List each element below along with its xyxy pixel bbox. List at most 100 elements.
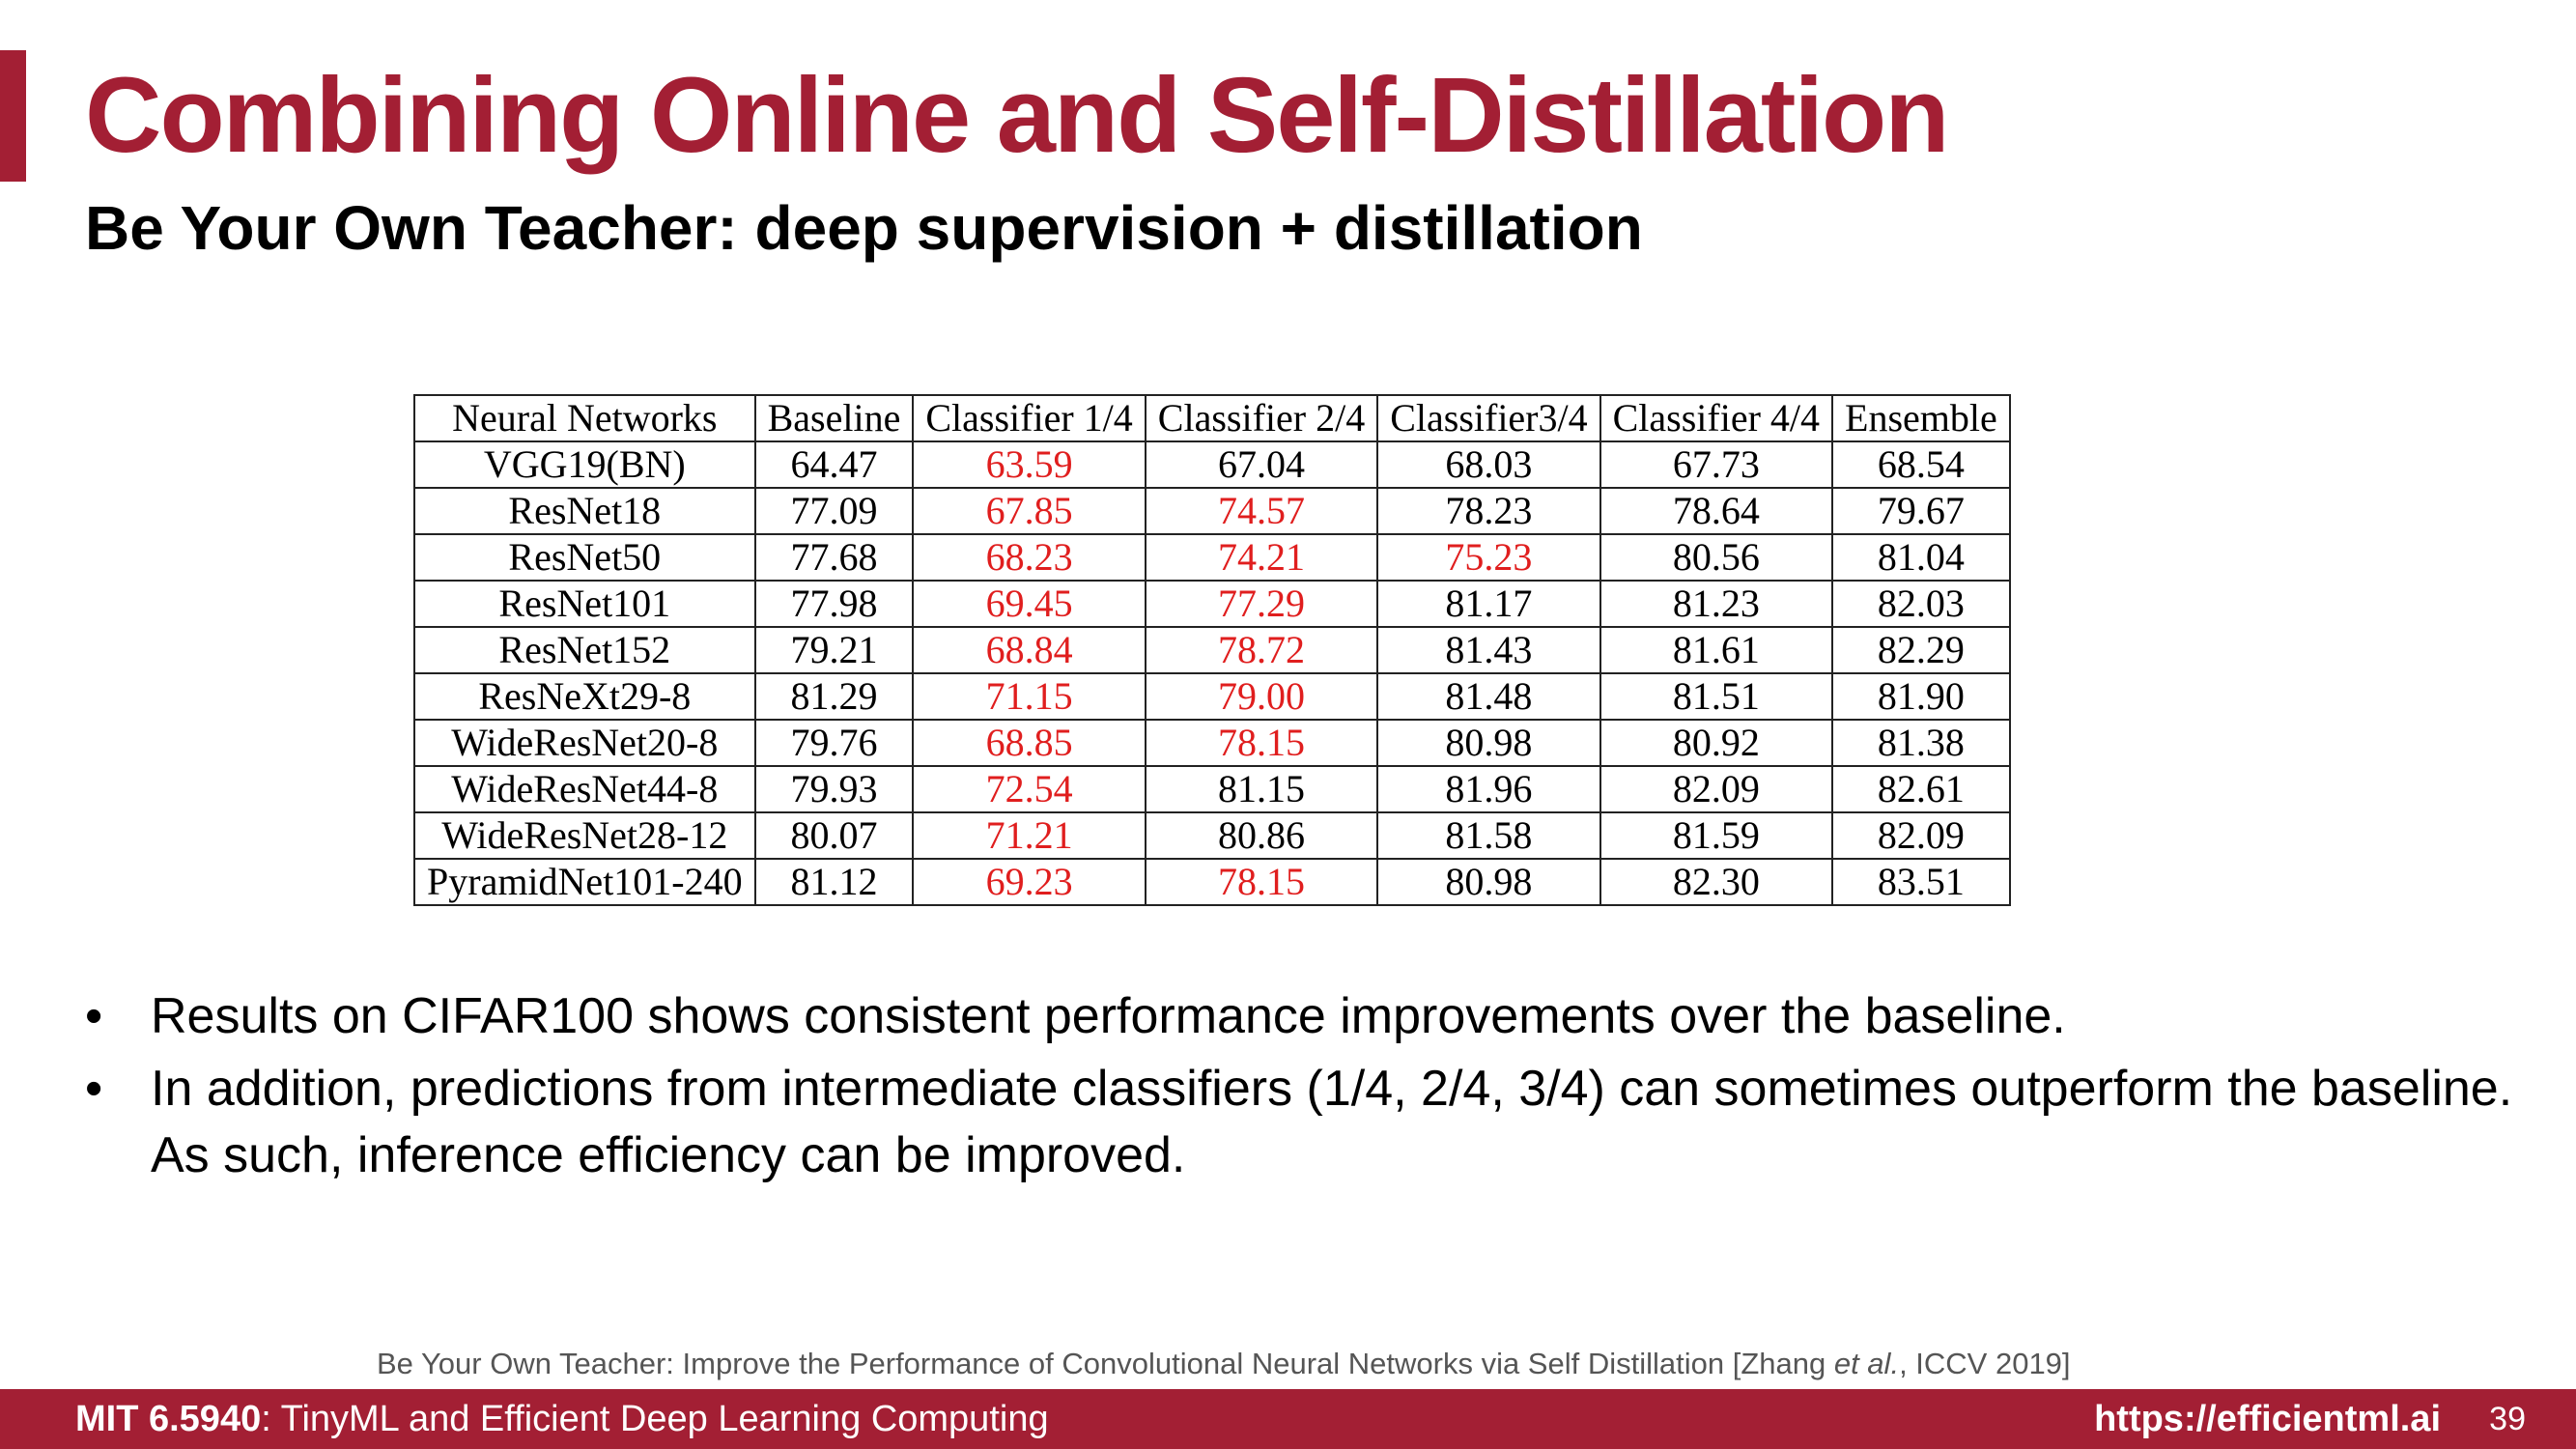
table-cell: 68.03 — [1376, 440, 1601, 489]
table-cell: 67.04 — [1144, 440, 1379, 489]
table-cell: 82.30 — [1599, 858, 1834, 906]
table-row: VGG19(BN) 64.47 63.59 67.04 68.03 67.73 … — [413, 440, 2011, 489]
table-cell: 78.64 — [1599, 487, 1834, 535]
table-cell: 77.09 — [753, 487, 915, 535]
citation: Be Your Own Teacher: Improve the Perform… — [377, 1347, 2071, 1381]
table-cell-highlighted: 71.15 — [912, 672, 1146, 721]
table-cell: 79.76 — [753, 719, 915, 767]
table-row: WideResNet28-12 80.07 71.21 80.86 81.58 … — [413, 811, 2011, 860]
table-cell-highlighted: 68.84 — [912, 626, 1146, 674]
bullet-dot-icon: • — [85, 988, 103, 1044]
table-cell: 81.51 — [1599, 672, 1834, 721]
table-cell-network: WideResNet20-8 — [413, 719, 756, 767]
table-cell: 81.43 — [1376, 626, 1601, 674]
table-cell-highlighted: 74.21 — [1144, 533, 1379, 582]
table-cell-highlighted: 75.23 — [1376, 533, 1601, 582]
results-table: Neural Networks Baseline Classifier 1/4 … — [413, 394, 2011, 906]
table-cell: 81.48 — [1376, 672, 1601, 721]
course-code: MIT 6.5940 — [75, 1399, 262, 1439]
table-row: WideResNet44-8 79.93 72.54 81.15 81.96 8… — [413, 765, 2011, 813]
table-cell-highlighted: 78.15 — [1144, 858, 1379, 906]
header-classifier-2-4: Classifier 2/4 — [1144, 394, 1379, 442]
table-cell-network: ResNet50 — [413, 533, 756, 582]
table-cell-highlighted: 78.72 — [1144, 626, 1379, 674]
table-row: PyramidNet101-240 81.12 69.23 78.15 80.9… — [413, 858, 2011, 906]
table-cell: 83.51 — [1831, 858, 2011, 906]
table-cell: 81.59 — [1599, 811, 1834, 860]
course-title: : TinyML and Efficient Deep Learning Com… — [261, 1399, 1049, 1439]
table-cell: 79.67 — [1831, 487, 2011, 535]
table-cell: 77.98 — [753, 580, 915, 628]
table-cell: 81.15 — [1144, 765, 1379, 813]
table-cell-network: ResNet101 — [413, 580, 756, 628]
table-row: ResNet18 77.09 67.85 74.57 78.23 78.64 7… — [413, 487, 2011, 535]
table-cell-highlighted: 67.85 — [912, 487, 1146, 535]
table-cell-highlighted: 77.29 — [1144, 580, 1379, 628]
table-cell: 81.96 — [1376, 765, 1601, 813]
table-cell-network: ResNet18 — [413, 487, 756, 535]
table-cell: 80.07 — [753, 811, 915, 860]
header-classifier-1-4: Classifier 1/4 — [912, 394, 1146, 442]
bullet-item: • In addition, predictions from intermed… — [85, 1056, 2519, 1189]
footer-course: MIT 6.5940: TinyML and Efficient Deep Le… — [75, 1399, 1049, 1440]
table-cell: 82.29 — [1831, 626, 2011, 674]
table-cell: 81.04 — [1831, 533, 2011, 582]
header-classifier-4-4: Classifier 4/4 — [1599, 394, 1834, 442]
table-cell-highlighted: 74.57 — [1144, 487, 1379, 535]
table-cell: 82.09 — [1599, 765, 1834, 813]
table-cell: 80.98 — [1376, 858, 1601, 906]
table-cell: 81.29 — [753, 672, 915, 721]
table-cell: 81.38 — [1831, 719, 2011, 767]
header-classifier-3-4: Classifier3/4 — [1376, 394, 1601, 442]
bullet-text: Results on CIFAR100 shows consistent per… — [151, 988, 2066, 1044]
table-cell: 81.12 — [753, 858, 915, 906]
table-cell: 78.23 — [1376, 487, 1601, 535]
table-row: WideResNet20-8 79.76 68.85 78.15 80.98 8… — [413, 719, 2011, 767]
table-cell: 81.90 — [1831, 672, 2011, 721]
page-number: 39 — [2489, 1401, 2526, 1437]
table-cell: 80.56 — [1599, 533, 1834, 582]
table-cell: 82.61 — [1831, 765, 2011, 813]
table-cell-network: WideResNet28-12 — [413, 811, 756, 860]
slide-title: Combining Online and Self-Distillation — [85, 56, 1949, 175]
bullet-text: In addition, predictions from intermedia… — [151, 1061, 2513, 1183]
table-cell-highlighted: 69.45 — [912, 580, 1146, 628]
table-row: ResNet50 77.68 68.23 74.21 75.23 80.56 8… — [413, 533, 2011, 582]
table-cell: 80.98 — [1376, 719, 1601, 767]
title-accent-bar — [0, 50, 26, 182]
table-row: ResNet152 79.21 68.84 78.72 81.43 81.61 … — [413, 626, 2011, 674]
table-cell: 80.92 — [1599, 719, 1834, 767]
bullet-list: • Results on CIFAR100 shows consistent p… — [85, 983, 2519, 1195]
table-cell-network: VGG19(BN) — [413, 440, 756, 489]
table-cell-highlighted: 63.59 — [912, 440, 1146, 489]
table-cell: 80.86 — [1144, 811, 1379, 860]
citation-text: Be Your Own Teacher: Improve the Perform… — [377, 1347, 1834, 1380]
table-cell: 64.47 — [753, 440, 915, 489]
bullet-dot-icon: • — [85, 1061, 103, 1117]
table-cell-network: ResNet152 — [413, 626, 756, 674]
header-neural-networks: Neural Networks — [413, 394, 756, 442]
table-cell-highlighted: 69.23 — [912, 858, 1146, 906]
table-cell-highlighted: 71.21 — [912, 811, 1146, 860]
table-cell: 68.54 — [1831, 440, 2011, 489]
bullet-item: • Results on CIFAR100 shows consistent p… — [85, 983, 2519, 1050]
header-ensemble: Ensemble — [1831, 394, 2011, 442]
citation-venue: , ICCV 2019] — [1899, 1347, 2071, 1380]
table-cell: 79.93 — [753, 765, 915, 813]
citation-et-al: et al. — [1833, 1347, 1900, 1380]
table-cell: 81.58 — [1376, 811, 1601, 860]
table-header-row: Neural Networks Baseline Classifier 1/4 … — [413, 394, 2011, 442]
table-cell-network: PyramidNet101-240 — [413, 858, 756, 906]
table-cell: 67.73 — [1599, 440, 1834, 489]
table-cell-network: ResNeXt29-8 — [413, 672, 756, 721]
table-cell: 82.03 — [1831, 580, 2011, 628]
table-cell: 81.17 — [1376, 580, 1601, 628]
table-cell-highlighted: 68.85 — [912, 719, 1146, 767]
table-cell: 82.09 — [1831, 811, 2011, 860]
footer-url-link[interactable]: https://efficientml.ai — [2094, 1399, 2441, 1439]
table-cell-highlighted: 72.54 — [912, 765, 1146, 813]
table-cell: 79.21 — [753, 626, 915, 674]
table-cell-network: WideResNet44-8 — [413, 765, 756, 813]
table-cell-highlighted: 79.00 — [1144, 672, 1379, 721]
header-baseline: Baseline — [753, 394, 915, 442]
